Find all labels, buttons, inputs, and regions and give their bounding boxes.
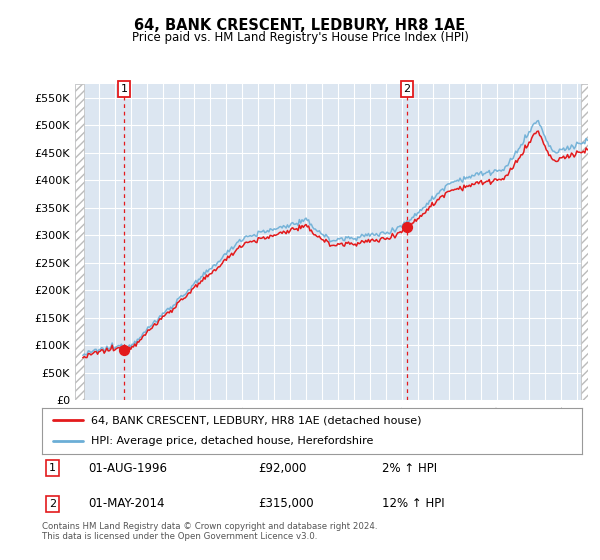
Text: 1: 1 xyxy=(121,84,128,94)
Text: 2: 2 xyxy=(49,498,56,508)
Text: 12% ↑ HPI: 12% ↑ HPI xyxy=(382,497,445,510)
Point xyxy=(119,346,129,354)
Text: 01-AUG-1996: 01-AUG-1996 xyxy=(88,462,167,475)
Bar xyxy=(581,84,588,400)
Text: 64, BANK CRESCENT, LEDBURY, HR8 1AE: 64, BANK CRESCENT, LEDBURY, HR8 1AE xyxy=(134,18,466,33)
Text: 01-MAY-2014: 01-MAY-2014 xyxy=(88,497,164,510)
Text: £315,000: £315,000 xyxy=(258,497,314,510)
Text: 1: 1 xyxy=(49,463,56,473)
Text: 64, BANK CRESCENT, LEDBURY, HR8 1AE (detached house): 64, BANK CRESCENT, LEDBURY, HR8 1AE (det… xyxy=(91,415,421,425)
Point xyxy=(402,222,412,231)
Text: 2: 2 xyxy=(403,84,410,94)
Bar xyxy=(75,84,84,400)
Text: Price paid vs. HM Land Registry's House Price Index (HPI): Price paid vs. HM Land Registry's House … xyxy=(131,31,469,44)
Text: £92,000: £92,000 xyxy=(258,462,307,475)
Text: Contains HM Land Registry data © Crown copyright and database right 2024.
This d: Contains HM Land Registry data © Crown c… xyxy=(42,522,377,542)
Text: 2% ↑ HPI: 2% ↑ HPI xyxy=(382,462,437,475)
Text: HPI: Average price, detached house, Herefordshire: HPI: Average price, detached house, Here… xyxy=(91,436,373,446)
